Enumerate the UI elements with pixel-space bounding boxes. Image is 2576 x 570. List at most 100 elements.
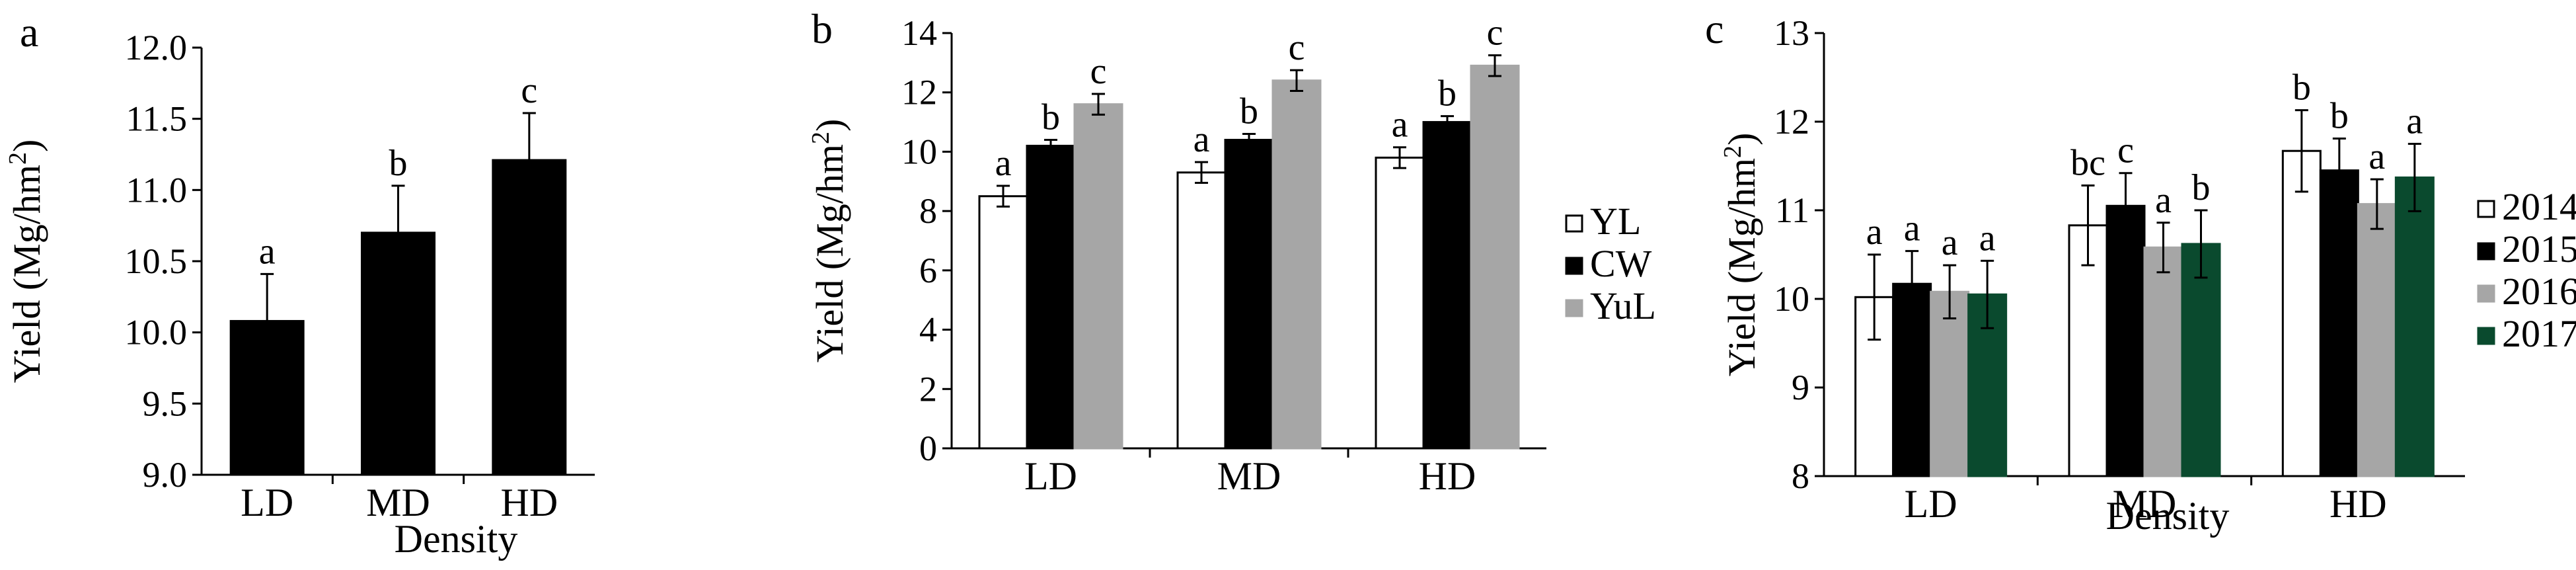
bar-HD-2015 xyxy=(2319,169,2359,477)
y-tick-label: 14 xyxy=(901,13,937,53)
bar-HD-YuL xyxy=(1470,64,1520,450)
bar-HD-2014 xyxy=(2281,149,2322,477)
significance-letter: c xyxy=(521,70,537,111)
bar-HD-YL xyxy=(1375,156,1425,450)
y-tick-label: 11.0 xyxy=(126,170,188,210)
legend-label: 2016 xyxy=(2502,270,2576,313)
significance-letter: a xyxy=(2406,101,2423,142)
significance-letter: a xyxy=(1193,119,1210,160)
y-tick-label: 10.0 xyxy=(125,313,188,352)
y-tick-label: 12 xyxy=(1774,102,1809,142)
bar-MD-2017 xyxy=(2181,243,2221,477)
significance-letter: c xyxy=(2117,130,2134,171)
panel-label: a xyxy=(20,9,38,56)
y-tick-label: 8 xyxy=(919,191,937,231)
chart-panel-a: a 9.0 9.5 10.0 10.5 11.0 11.5 12.0 LD MD HDDensity… xyxy=(4,9,595,561)
y-tick-label: 10 xyxy=(901,132,937,171)
legend-label: 2014 xyxy=(2502,185,2576,228)
legend-label: 2015 xyxy=(2502,227,2576,270)
y-tick-label: 13 xyxy=(1774,13,1809,53)
y-axis-title: Yield (Mg/hm2) xyxy=(4,140,48,384)
legend-label: YL xyxy=(1590,200,1641,243)
y-tick-label: 0 xyxy=(919,428,937,468)
y-axis-title: Yield (Mg/hm2) xyxy=(807,119,851,363)
legend-swatch xyxy=(2477,327,2495,345)
x-tick-label: MD xyxy=(1217,454,1281,498)
significance-letter: a xyxy=(2368,136,2385,177)
legend-swatch xyxy=(2477,242,2495,261)
significance-letter: a xyxy=(1392,104,1408,145)
bar-MD-2015 xyxy=(2105,204,2146,477)
y-tick-label: 12.0 xyxy=(125,28,188,67)
significance-letter: b xyxy=(1438,73,1457,114)
x-tick-label: LD xyxy=(241,481,293,524)
significance-letter: b xyxy=(1042,97,1060,138)
y-tick-label: 9.5 xyxy=(143,384,188,423)
significance-letter: b xyxy=(2192,167,2211,208)
bar-HD-CW xyxy=(1422,121,1472,450)
bar-LD-2016 xyxy=(1930,290,1970,477)
legend-swatch xyxy=(1565,299,1583,317)
legend-swatch xyxy=(1565,257,1583,275)
significance-letter: a xyxy=(995,143,1012,184)
x-tick-label: HD xyxy=(1419,454,1476,498)
y-tick-label: 11.5 xyxy=(126,99,188,139)
bar-MD-CW xyxy=(1224,138,1274,450)
bar-LD xyxy=(229,319,305,476)
significance-letter: a xyxy=(1942,222,1958,263)
bar-LD-YL xyxy=(978,195,1028,450)
bar-MD-2014 xyxy=(2068,224,2108,477)
bar-HD xyxy=(492,159,567,476)
significance-letter: a xyxy=(1904,208,1920,249)
bar-MD xyxy=(361,231,436,476)
significance-letter: b xyxy=(1240,91,1258,132)
x-tick-label: LD xyxy=(1905,482,1957,526)
bar-HD-2017 xyxy=(2394,176,2435,477)
legend-swatch xyxy=(2477,200,2495,218)
significance-letter: a xyxy=(1979,218,1996,259)
legend-swatch xyxy=(1565,214,1583,233)
x-tick-label: HD xyxy=(500,481,558,524)
y-tick-label: 10.5 xyxy=(125,241,188,281)
bar-HD-2016 xyxy=(2357,203,2397,477)
y-tick-label: 6 xyxy=(919,251,937,290)
significance-letter: b xyxy=(2330,95,2349,136)
panel-label: c xyxy=(1705,5,1724,52)
bar-LD-CW xyxy=(1026,144,1076,450)
significance-letter: a xyxy=(2155,180,2172,221)
y-tick-label: 2 xyxy=(919,369,937,409)
x-tick-label: MD xyxy=(366,481,430,524)
x-tick-label: HD xyxy=(2330,482,2387,526)
significance-letter: bc xyxy=(2070,142,2105,183)
legend-swatch xyxy=(2477,284,2495,303)
significance-letter: b xyxy=(389,143,408,184)
bar-LD-YuL xyxy=(1073,103,1123,450)
bar-LD-2017 xyxy=(1967,293,2008,477)
bar-MD-YuL xyxy=(1271,79,1322,450)
significance-letter: c xyxy=(1090,51,1107,92)
y-tick-label: 4 xyxy=(919,310,937,350)
significance-letter: c xyxy=(1487,13,1503,54)
bar-MD-YL xyxy=(1176,171,1227,450)
legend-label: YuL xyxy=(1590,284,1656,327)
x-axis-title: Density xyxy=(395,517,518,561)
x-axis-title: Density xyxy=(2106,494,2230,538)
legend-label: CW xyxy=(1590,242,1652,285)
y-tick-label: 8 xyxy=(1792,456,1809,496)
y-tick-label: 9.0 xyxy=(143,455,188,495)
y-tick-label: 12 xyxy=(901,73,937,112)
legend-label: 2017 xyxy=(2502,312,2576,355)
significance-letter: b xyxy=(2292,67,2311,108)
y-tick-label: 9 xyxy=(1792,368,1809,407)
significance-letter: a xyxy=(1866,212,1883,253)
y-axis-title: Yield (Mg/hm2) xyxy=(1719,133,1763,377)
y-tick-label: 10 xyxy=(1774,279,1809,319)
significance-letter: a xyxy=(259,231,276,272)
panel-label: b xyxy=(812,5,833,52)
y-tick-label: 11 xyxy=(1775,190,1809,230)
significance-letter: c xyxy=(1289,27,1305,68)
